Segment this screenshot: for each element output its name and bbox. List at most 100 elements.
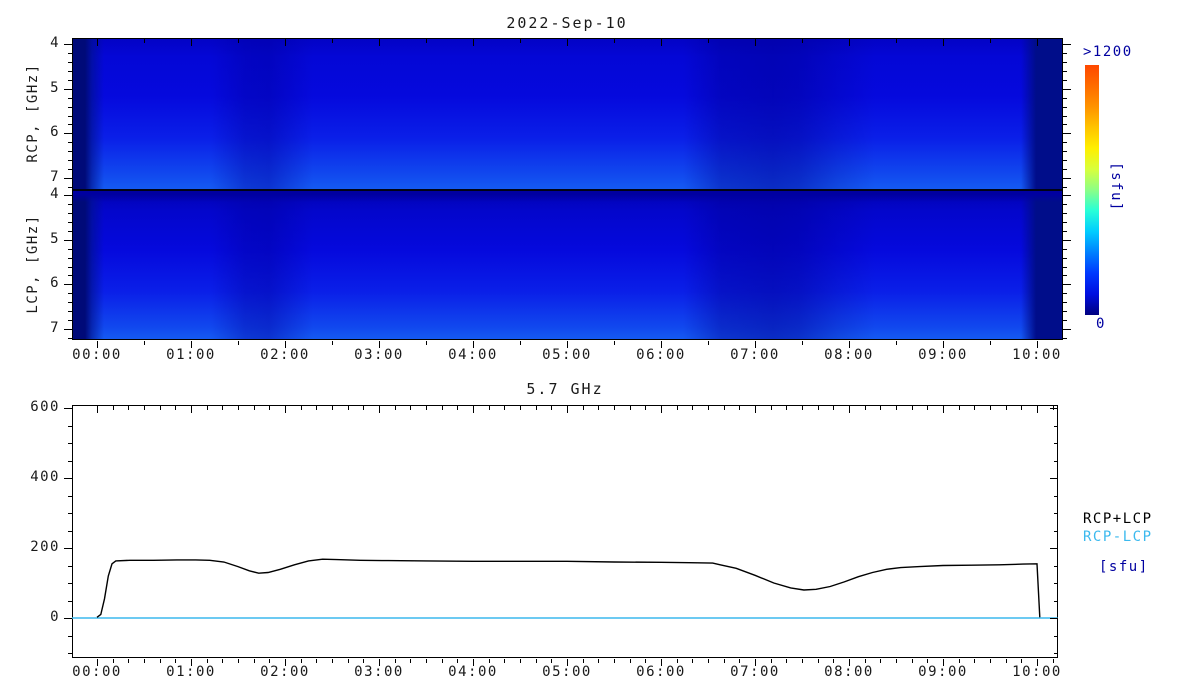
axis-tick (68, 231, 72, 232)
axis-tick (927, 406, 928, 410)
axis-tick (68, 653, 72, 654)
axis-tick (771, 659, 772, 663)
axis-tick (896, 341, 897, 345)
rcp-axis-label: RCP, [GHz] (25, 63, 41, 163)
axis-tick (316, 406, 317, 410)
time-tick-label: 01:00 (166, 347, 216, 363)
axis-tick (1037, 341, 1038, 348)
series-rcppluslcp (96, 558, 1041, 618)
axis-tick (959, 406, 960, 410)
axis-tick (68, 124, 72, 125)
axis-tick (64, 195, 72, 196)
axis-tick (974, 659, 975, 663)
axis-tick (64, 478, 72, 479)
time-tick-label: 07:00 (730, 347, 780, 363)
axis-tick (912, 659, 913, 663)
axis-tick (238, 406, 239, 410)
axis-tick (959, 659, 960, 663)
axis-tick (97, 659, 98, 666)
axis-tick (520, 341, 521, 345)
axis-tick (1063, 311, 1067, 312)
axis-tick (755, 39, 756, 46)
axis-tick (68, 636, 72, 637)
time-tick-label: 06:00 (636, 664, 686, 680)
axis-tick (896, 39, 897, 43)
axis-tick (64, 240, 72, 241)
axis-tick (144, 406, 145, 410)
axis-tick (755, 659, 756, 666)
axis-tick (254, 406, 255, 410)
axis-tick (583, 659, 584, 663)
legend-unit-sfu: [sfu] (1099, 559, 1149, 575)
axis-tick (64, 618, 72, 619)
axis-tick (68, 222, 72, 223)
axis-tick (1054, 496, 1058, 497)
axis-tick (316, 659, 317, 663)
axis-tick (64, 329, 72, 330)
axis-tick (395, 406, 396, 410)
axis-tick (818, 406, 819, 410)
axis-tick (68, 267, 72, 268)
freq-tick-label: 5 (50, 80, 60, 96)
axis-tick (144, 659, 145, 663)
axis-tick (68, 107, 72, 108)
axis-tick (269, 659, 270, 663)
axis-tick (536, 406, 537, 410)
axis-tick (598, 406, 599, 410)
axis-tick (1054, 531, 1058, 532)
time-tick-label: 08:00 (824, 664, 874, 680)
axis-tick (849, 341, 850, 348)
time-tick-label: 08:00 (824, 347, 874, 363)
axis-tick (379, 39, 380, 46)
axis-tick (520, 39, 521, 43)
flux-tick-label: 600 (30, 399, 60, 415)
axis-tick (1054, 566, 1058, 567)
axis-tick (379, 406, 380, 413)
axis-tick (1021, 659, 1022, 663)
axis-tick (175, 406, 176, 410)
rcp-spectrogram-panel (73, 39, 1062, 189)
axis-tick (896, 406, 897, 410)
axis-tick (1063, 142, 1067, 143)
axis-tick (1063, 160, 1067, 161)
time-tick-label: 05:00 (542, 347, 592, 363)
axis-tick (113, 659, 114, 663)
axis-tick (1054, 636, 1058, 637)
axis-tick (68, 160, 72, 161)
time-tick-label: 03:00 (354, 347, 404, 363)
axis-tick (1063, 249, 1067, 250)
axis-tick (661, 406, 662, 413)
axis-tick (191, 406, 192, 413)
axis-tick (68, 583, 72, 584)
axis-tick (567, 39, 568, 46)
axis-tick (473, 659, 474, 666)
axis-tick (943, 659, 944, 666)
axis-tick (68, 53, 72, 54)
axis-tick (1006, 659, 1007, 663)
axis-tick (68, 461, 72, 462)
axis-tick (880, 406, 881, 410)
axis-tick (1037, 39, 1038, 46)
axis-tick (1054, 443, 1058, 444)
axis-tick (97, 39, 98, 46)
axis-tick (442, 406, 443, 410)
time-tick-label: 05:00 (542, 664, 592, 680)
axis-tick (254, 659, 255, 663)
axis-tick (912, 406, 913, 410)
time-tick-label: 06:00 (636, 347, 686, 363)
axis-tick (1063, 267, 1067, 268)
axis-tick (661, 659, 662, 666)
axis-tick (64, 89, 72, 90)
axis-tick (677, 659, 678, 663)
axis-tick (64, 133, 72, 134)
axis-tick (630, 659, 631, 663)
axis-tick (1063, 53, 1067, 54)
lcp-spectrogram-panel (73, 191, 1062, 339)
axis-tick (68, 151, 72, 152)
time-tick-label: 00:00 (72, 664, 122, 680)
axis-tick (614, 406, 615, 410)
axis-tick (426, 659, 427, 663)
axis-tick (97, 341, 98, 348)
time-tick-label: 02:00 (260, 347, 310, 363)
